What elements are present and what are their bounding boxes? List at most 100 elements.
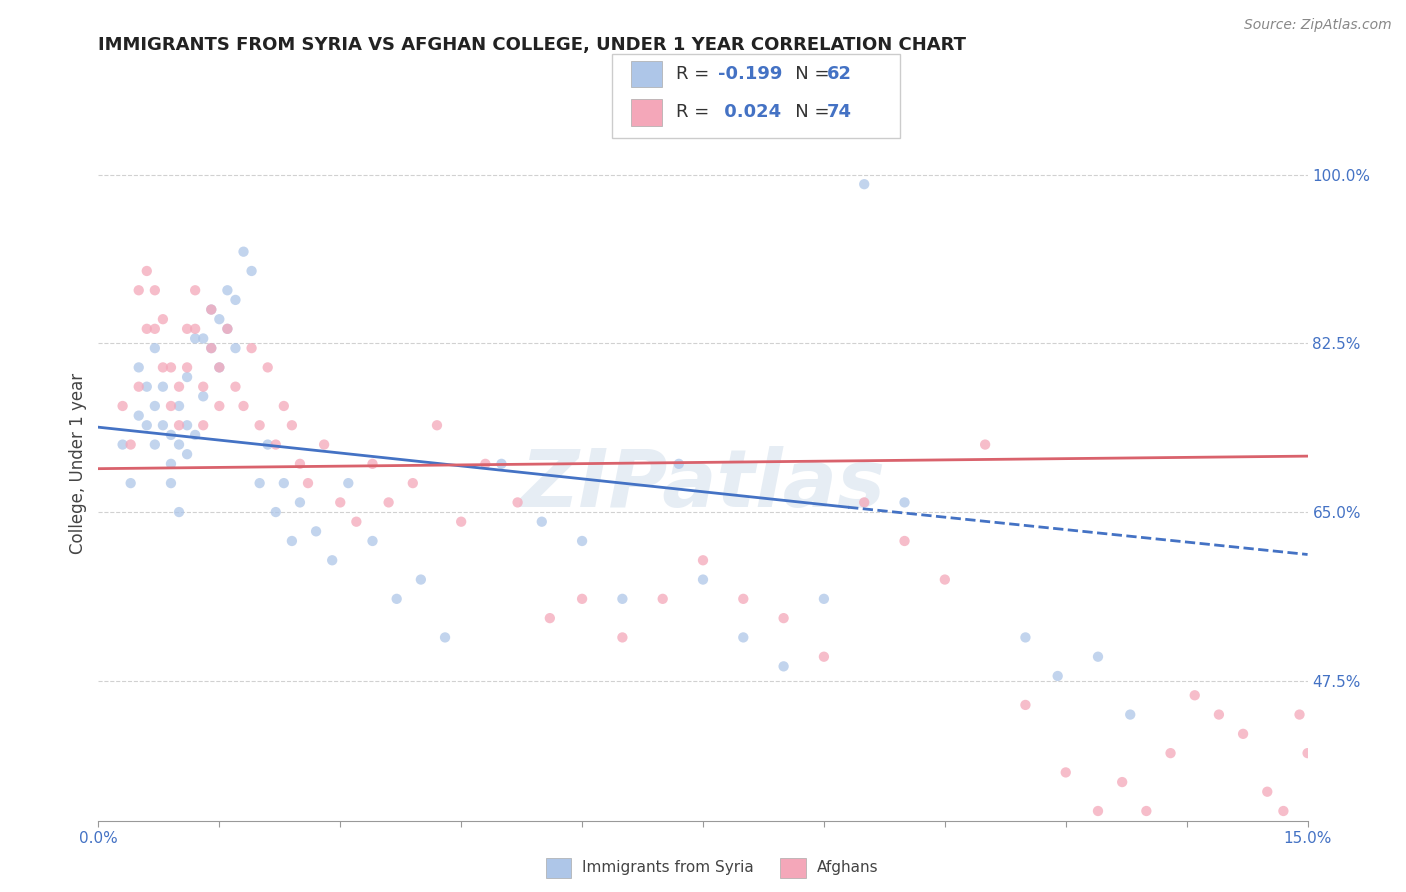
Text: 0.024: 0.024 (718, 103, 782, 121)
Text: Source: ZipAtlas.com: Source: ZipAtlas.com (1244, 18, 1392, 32)
Point (167, 505, 190, 519)
Point (167, 437, 190, 451)
Point (344, 515, 367, 529)
Point (1087, 804, 1109, 818)
Point (1087, 649, 1109, 664)
Point (1256, 785, 1278, 799)
Point (240, 341, 263, 355)
Point (281, 418, 304, 433)
Point (692, 553, 714, 567)
Point (571, 591, 593, 606)
Point (668, 457, 690, 471)
Point (692, 573, 714, 587)
Point (1320, 707, 1343, 722)
Point (193, 331, 215, 345)
Point (772, 659, 794, 673)
Point (1054, 765, 1077, 780)
Point (160, 399, 183, 413)
Point (281, 533, 304, 548)
Point (128, 380, 150, 394)
Point (249, 476, 271, 491)
Point (813, 591, 835, 606)
Point (321, 553, 343, 567)
Point (1160, 746, 1182, 760)
Point (167, 418, 190, 433)
Point (1111, 775, 1133, 789)
Point (1272, 804, 1295, 818)
Point (128, 360, 150, 375)
Point (135, 418, 157, 433)
Point (402, 476, 425, 491)
Point (152, 360, 174, 375)
Point (208, 312, 231, 326)
Point (409, 573, 432, 587)
Text: N =: N = (778, 103, 835, 121)
Point (176, 360, 198, 375)
Point (506, 495, 529, 509)
Point (152, 418, 174, 433)
Point (256, 360, 278, 375)
Point (264, 437, 287, 451)
Point (193, 418, 215, 433)
Text: Afghans: Afghans (817, 861, 879, 875)
Point (305, 524, 328, 539)
Point (208, 360, 231, 375)
Point (934, 573, 956, 587)
Point (853, 495, 876, 509)
Point (193, 389, 215, 403)
Point (1014, 698, 1036, 712)
Point (974, 437, 997, 451)
Point (893, 495, 915, 509)
Point (1184, 688, 1206, 702)
Point (143, 322, 166, 336)
Point (176, 447, 198, 461)
Point (1135, 804, 1157, 818)
Text: -0.199: -0.199 (718, 65, 783, 83)
Point (135, 380, 157, 394)
Point (474, 457, 496, 471)
Point (200, 302, 222, 317)
Point (530, 515, 553, 529)
Point (208, 399, 231, 413)
Point (733, 591, 755, 606)
Point (329, 495, 352, 509)
Point (813, 649, 835, 664)
Point (167, 399, 190, 413)
Point (217, 322, 239, 336)
Point (377, 495, 399, 509)
Text: N =: N = (778, 65, 835, 83)
Point (450, 515, 472, 529)
Point (111, 399, 134, 413)
Point (385, 591, 408, 606)
Point (297, 476, 319, 491)
Point (1232, 727, 1254, 741)
Point (176, 370, 198, 384)
Point (426, 418, 449, 433)
Point (1288, 707, 1310, 722)
Point (152, 312, 174, 326)
Point (1046, 669, 1069, 683)
Point (288, 457, 311, 471)
Text: Immigrants from Syria: Immigrants from Syria (582, 861, 754, 875)
Point (143, 341, 166, 355)
Point (176, 322, 198, 336)
Point (1329, 727, 1351, 741)
Point (612, 631, 634, 645)
Point (143, 399, 166, 413)
Text: ZIPatlas: ZIPatlas (520, 446, 886, 524)
Point (232, 399, 254, 413)
Point (273, 399, 295, 413)
Point (167, 380, 190, 394)
Point (111, 437, 134, 451)
Point (143, 437, 166, 451)
Point (264, 505, 287, 519)
Point (434, 631, 457, 645)
Point (176, 418, 198, 433)
Point (184, 331, 207, 345)
Point (217, 283, 239, 297)
Point (1014, 631, 1036, 645)
Text: R =: R = (676, 65, 716, 83)
Point (128, 409, 150, 423)
Point (1305, 698, 1327, 712)
Point (571, 533, 593, 548)
